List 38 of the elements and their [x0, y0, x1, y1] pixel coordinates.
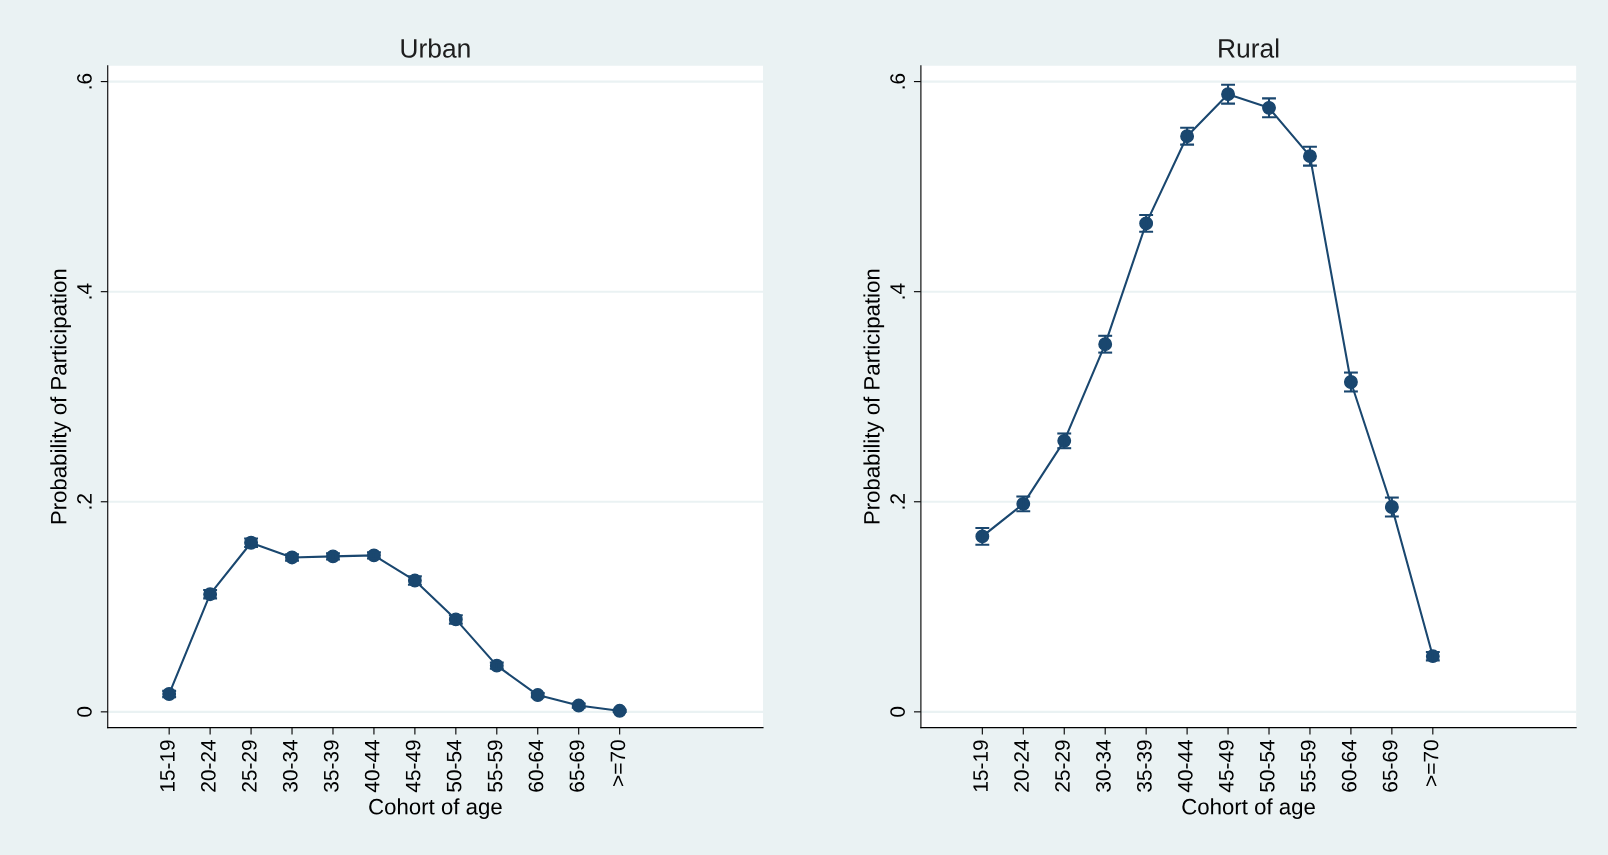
- x-axis-title: Cohort of age: [1182, 798, 1315, 819]
- x-tick-label: 50-54: [446, 740, 462, 792]
- x-tick-label: 40-44: [364, 740, 380, 793]
- y-tick-label: .2: [77, 494, 92, 509]
- x-tick-label: 25-29: [1055, 740, 1070, 792]
- x-tick-label: 25-29: [241, 740, 257, 792]
- x-tick-label: 45-49: [1218, 740, 1234, 793]
- x-tick-label: >=70: [610, 740, 626, 786]
- x-tick-label: 65-69: [1382, 740, 1398, 792]
- y-tick-label: 0: [77, 706, 92, 717]
- y-tick-label: .6: [77, 73, 92, 89]
- x-tick-label: 65-69: [569, 740, 585, 792]
- chart-title: Urban: [401, 38, 470, 58]
- chart-title: Rural: [1219, 38, 1279, 58]
- x-tick-label: >=70: [1423, 740, 1439, 786]
- y-tick-label: 0: [890, 706, 905, 717]
- y-axis-title: Probability of Participation: [50, 269, 71, 524]
- x-tick-label: 20-24: [1014, 740, 1029, 792]
- x-tick-label: 35-39: [1136, 740, 1152, 792]
- x-tick-label: 60-64: [528, 740, 544, 792]
- x-tick-label: 60-64: [1341, 740, 1357, 792]
- x-tick-label: 50-54: [1259, 740, 1275, 792]
- x-axis-title: Cohort of age: [369, 798, 502, 819]
- y-tick-label: .4: [890, 283, 905, 299]
- x-tick-label: 40-44: [1177, 740, 1193, 793]
- y-tick-label: .4: [77, 283, 92, 299]
- x-tick-label: 45-49: [405, 740, 421, 793]
- x-tick-label: 55-59: [1300, 740, 1316, 792]
- x-tick-label: 55-59: [487, 740, 503, 792]
- x-tick-label: 15-19: [973, 740, 988, 792]
- y-tick-label: .2: [890, 494, 905, 509]
- x-tick-label: 35-39: [323, 740, 339, 792]
- x-tick-label: 30-34: [282, 740, 298, 792]
- y-tick-label: .6: [890, 73, 905, 89]
- x-tick-label: 15-19: [160, 740, 175, 792]
- x-tick-label: 20-24: [200, 740, 216, 792]
- y-axis-title: Probability of Participation: [863, 269, 885, 524]
- x-tick-label: 30-34: [1096, 740, 1111, 792]
